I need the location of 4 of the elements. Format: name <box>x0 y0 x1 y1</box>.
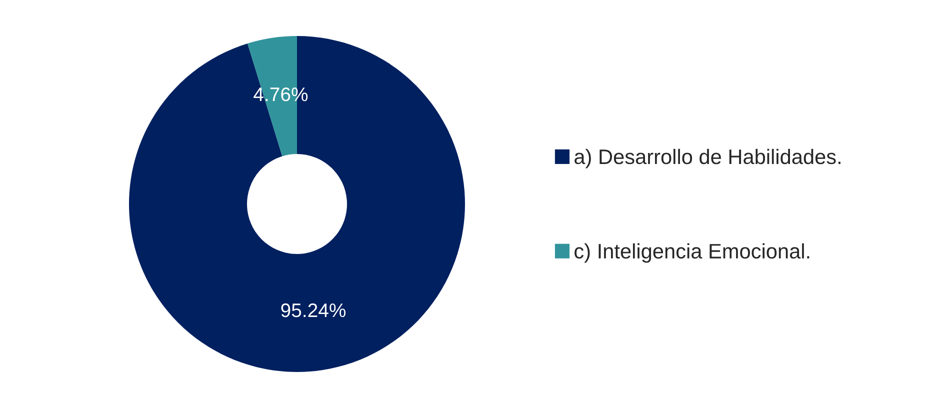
data-label: 95.24% <box>281 303 346 318</box>
donut-slice <box>129 36 465 372</box>
legend-label: c) Inteligencia Emocional. <box>574 243 810 263</box>
legend-label: a) Desarrollo de Habilidades. <box>574 148 840 168</box>
